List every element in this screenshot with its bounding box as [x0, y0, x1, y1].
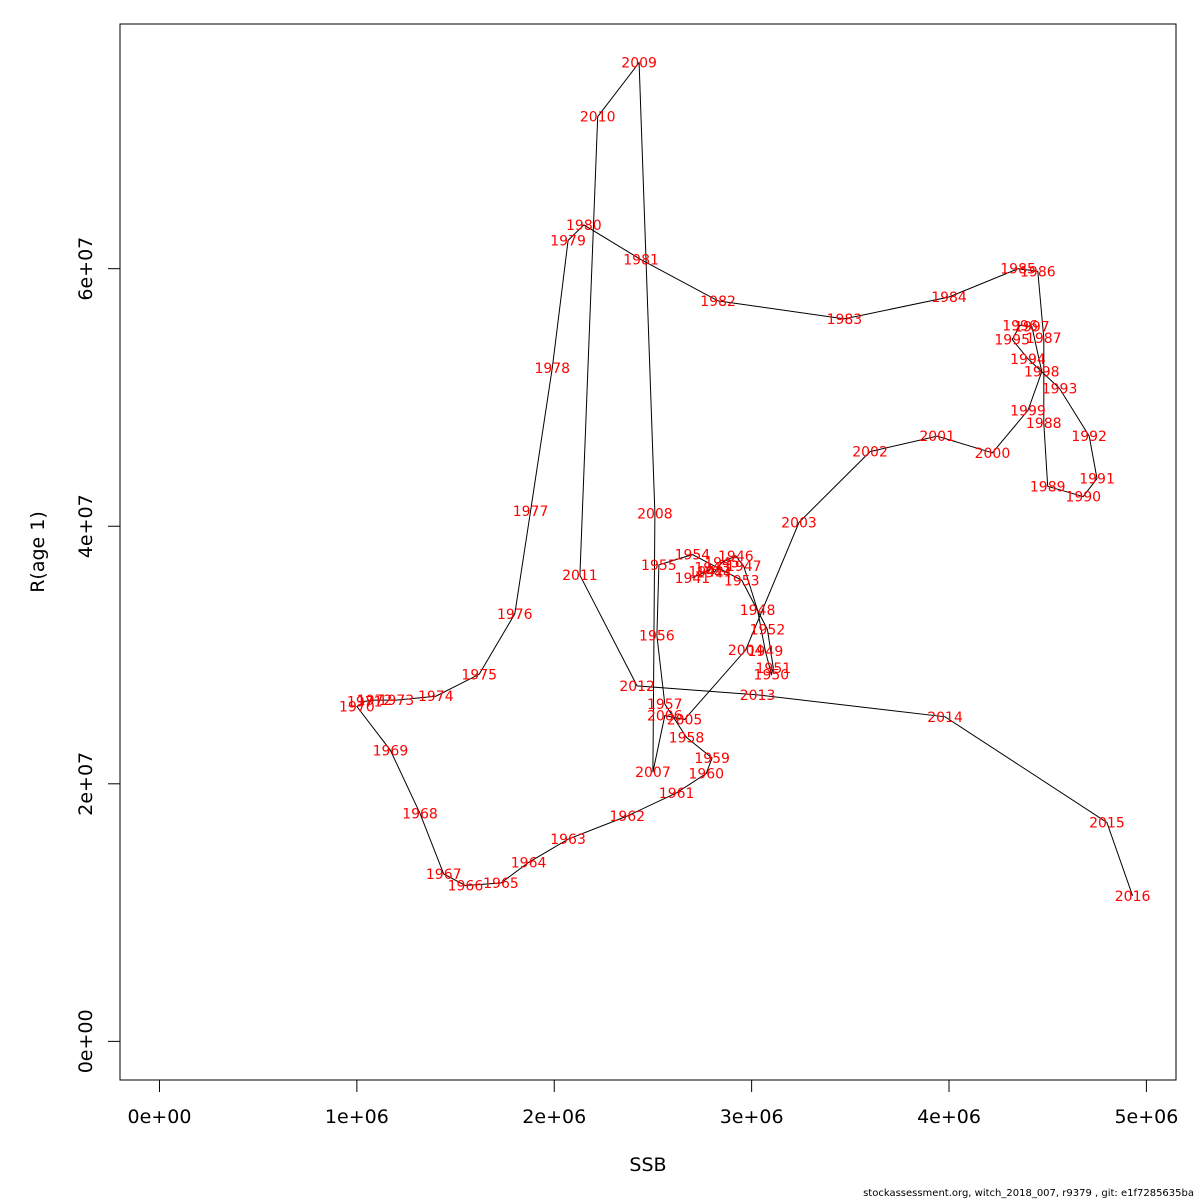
year-label-1963: 1963 — [550, 832, 586, 848]
x-axis: 0e+00 1e+06 2e+06 3e+06 4e+06 5e+06 — [128, 1079, 1178, 1128]
year-label-2006: 2006 — [647, 709, 683, 725]
year-label-1943: 1943 — [694, 560, 730, 576]
year-label-1977: 1977 — [513, 504, 549, 520]
year-label-1975: 1975 — [461, 667, 497, 683]
y-tick-label: 4e+07 — [75, 494, 97, 558]
year-label-1980: 1980 — [566, 218, 602, 234]
year-label-1995: 1995 — [994, 333, 1030, 349]
year-label-1958: 1958 — [669, 730, 705, 746]
year-label-1989: 1989 — [1030, 479, 1066, 495]
year-label-2000: 2000 — [975, 446, 1011, 462]
year-label-1992: 1992 — [1071, 429, 1107, 445]
y-tick-label: 2e+07 — [75, 752, 97, 816]
year-label-1979: 1979 — [550, 233, 586, 249]
year-label-1984: 1984 — [931, 290, 967, 306]
year-label-1959: 1959 — [694, 751, 730, 767]
year-label-1972: 1972 — [357, 693, 393, 709]
x-axis-label: SSB — [629, 1154, 666, 1176]
year-label-1987: 1987 — [1026, 331, 1062, 347]
year-label-2016: 2016 — [1115, 889, 1151, 905]
year-label-1957: 1957 — [647, 697, 683, 713]
x-tick-label: 1e+06 — [325, 1106, 389, 1128]
year-label-1951: 1951 — [756, 661, 792, 677]
year-label-1966: 1966 — [448, 879, 484, 895]
year-label-1950: 1950 — [754, 667, 790, 683]
footer-caption: stockassessment.org, witch_2018_007, r93… — [863, 1188, 1194, 1199]
year-label-1982: 1982 — [700, 294, 736, 310]
year-label-1961: 1961 — [659, 786, 695, 802]
year-label-1944: 1944 — [696, 566, 732, 582]
year-label-1981: 1981 — [623, 253, 659, 269]
year-label-1974: 1974 — [418, 689, 454, 705]
year-label-1952: 1952 — [750, 622, 786, 638]
year-label-1965: 1965 — [483, 876, 519, 892]
year-label-1985: 1985 — [1000, 262, 1036, 278]
year-label-1960: 1960 — [688, 767, 724, 783]
year-label-1949: 1949 — [748, 644, 784, 660]
year-label-1993: 1993 — [1042, 381, 1078, 397]
y-axis-label: R(age 1) — [27, 511, 49, 593]
year-label-1976: 1976 — [497, 607, 533, 623]
year-label-1954: 1954 — [675, 548, 711, 564]
year-label-1970: 1970 — [339, 700, 375, 716]
year-label-1978: 1978 — [534, 361, 570, 377]
year-label-2007: 2007 — [635, 765, 671, 781]
year-label-1990: 1990 — [1065, 490, 1101, 506]
year-label-1996: 1996 — [1002, 318, 1038, 334]
year-label-1988: 1988 — [1026, 416, 1062, 432]
year-label-1998: 1998 — [1024, 365, 1060, 381]
year-label-1991: 1991 — [1079, 472, 1115, 488]
year-label-2015: 2015 — [1089, 815, 1125, 831]
y-tick-label: 6e+07 — [75, 237, 97, 301]
x-tick-label: 4e+06 — [917, 1106, 981, 1128]
year-label-1953: 1953 — [724, 573, 760, 589]
year-label-1947: 1947 — [726, 559, 762, 575]
year-label-2001: 2001 — [919, 429, 955, 445]
year-label-1942: 1942 — [688, 564, 724, 580]
year-label-2003: 2003 — [781, 515, 817, 531]
y-axis: 0e+00 2e+07 4e+07 6e+07 — [75, 237, 121, 1073]
year-label-2002: 2002 — [852, 445, 888, 461]
year-label-1973: 1973 — [379, 693, 415, 709]
year-label-2014: 2014 — [927, 710, 963, 726]
year-label-2011: 2011 — [562, 568, 598, 584]
year-label-2008: 2008 — [637, 506, 673, 522]
year-label-1983: 1983 — [827, 312, 863, 328]
year-label-1999: 1999 — [1010, 403, 1046, 419]
year-label-2009: 2009 — [621, 56, 657, 72]
year-label-2010: 2010 — [580, 110, 616, 126]
year-label-2013: 2013 — [740, 688, 776, 704]
year-label-1946: 1946 — [718, 549, 754, 565]
x-tick-label: 5e+06 — [1114, 1106, 1178, 1128]
year-label-1945: 1945 — [704, 555, 740, 571]
year-label-1955: 1955 — [641, 558, 677, 574]
year-label-1994: 1994 — [1010, 352, 1046, 368]
recruitment-trajectory-line — [356, 61, 1134, 896]
year-label-2012: 2012 — [619, 679, 655, 695]
year-label-1962: 1962 — [609, 809, 645, 825]
year-label-1968: 1968 — [402, 806, 438, 822]
year-label-1971: 1971 — [347, 694, 383, 710]
year-label-2005: 2005 — [667, 712, 703, 728]
x-tick-label: 2e+06 — [522, 1106, 586, 1128]
year-label-1986: 1986 — [1020, 264, 1056, 280]
year-label-1964: 1964 — [511, 855, 547, 871]
y-tick-label: 0e+00 — [75, 1009, 97, 1073]
year-label-1969: 1969 — [373, 743, 409, 759]
x-tick-label: 3e+06 — [720, 1106, 784, 1128]
year-label-1967: 1967 — [426, 867, 462, 883]
year-label-1941: 1941 — [675, 571, 711, 587]
plot-frame — [119, 23, 1177, 1081]
x-tick-label: 0e+00 — [128, 1106, 192, 1128]
year-label-1948: 1948 — [740, 603, 776, 619]
year-label-2004: 2004 — [728, 643, 764, 659]
year-label-1956: 1956 — [639, 629, 675, 645]
year-label-1997: 1997 — [1014, 320, 1050, 336]
